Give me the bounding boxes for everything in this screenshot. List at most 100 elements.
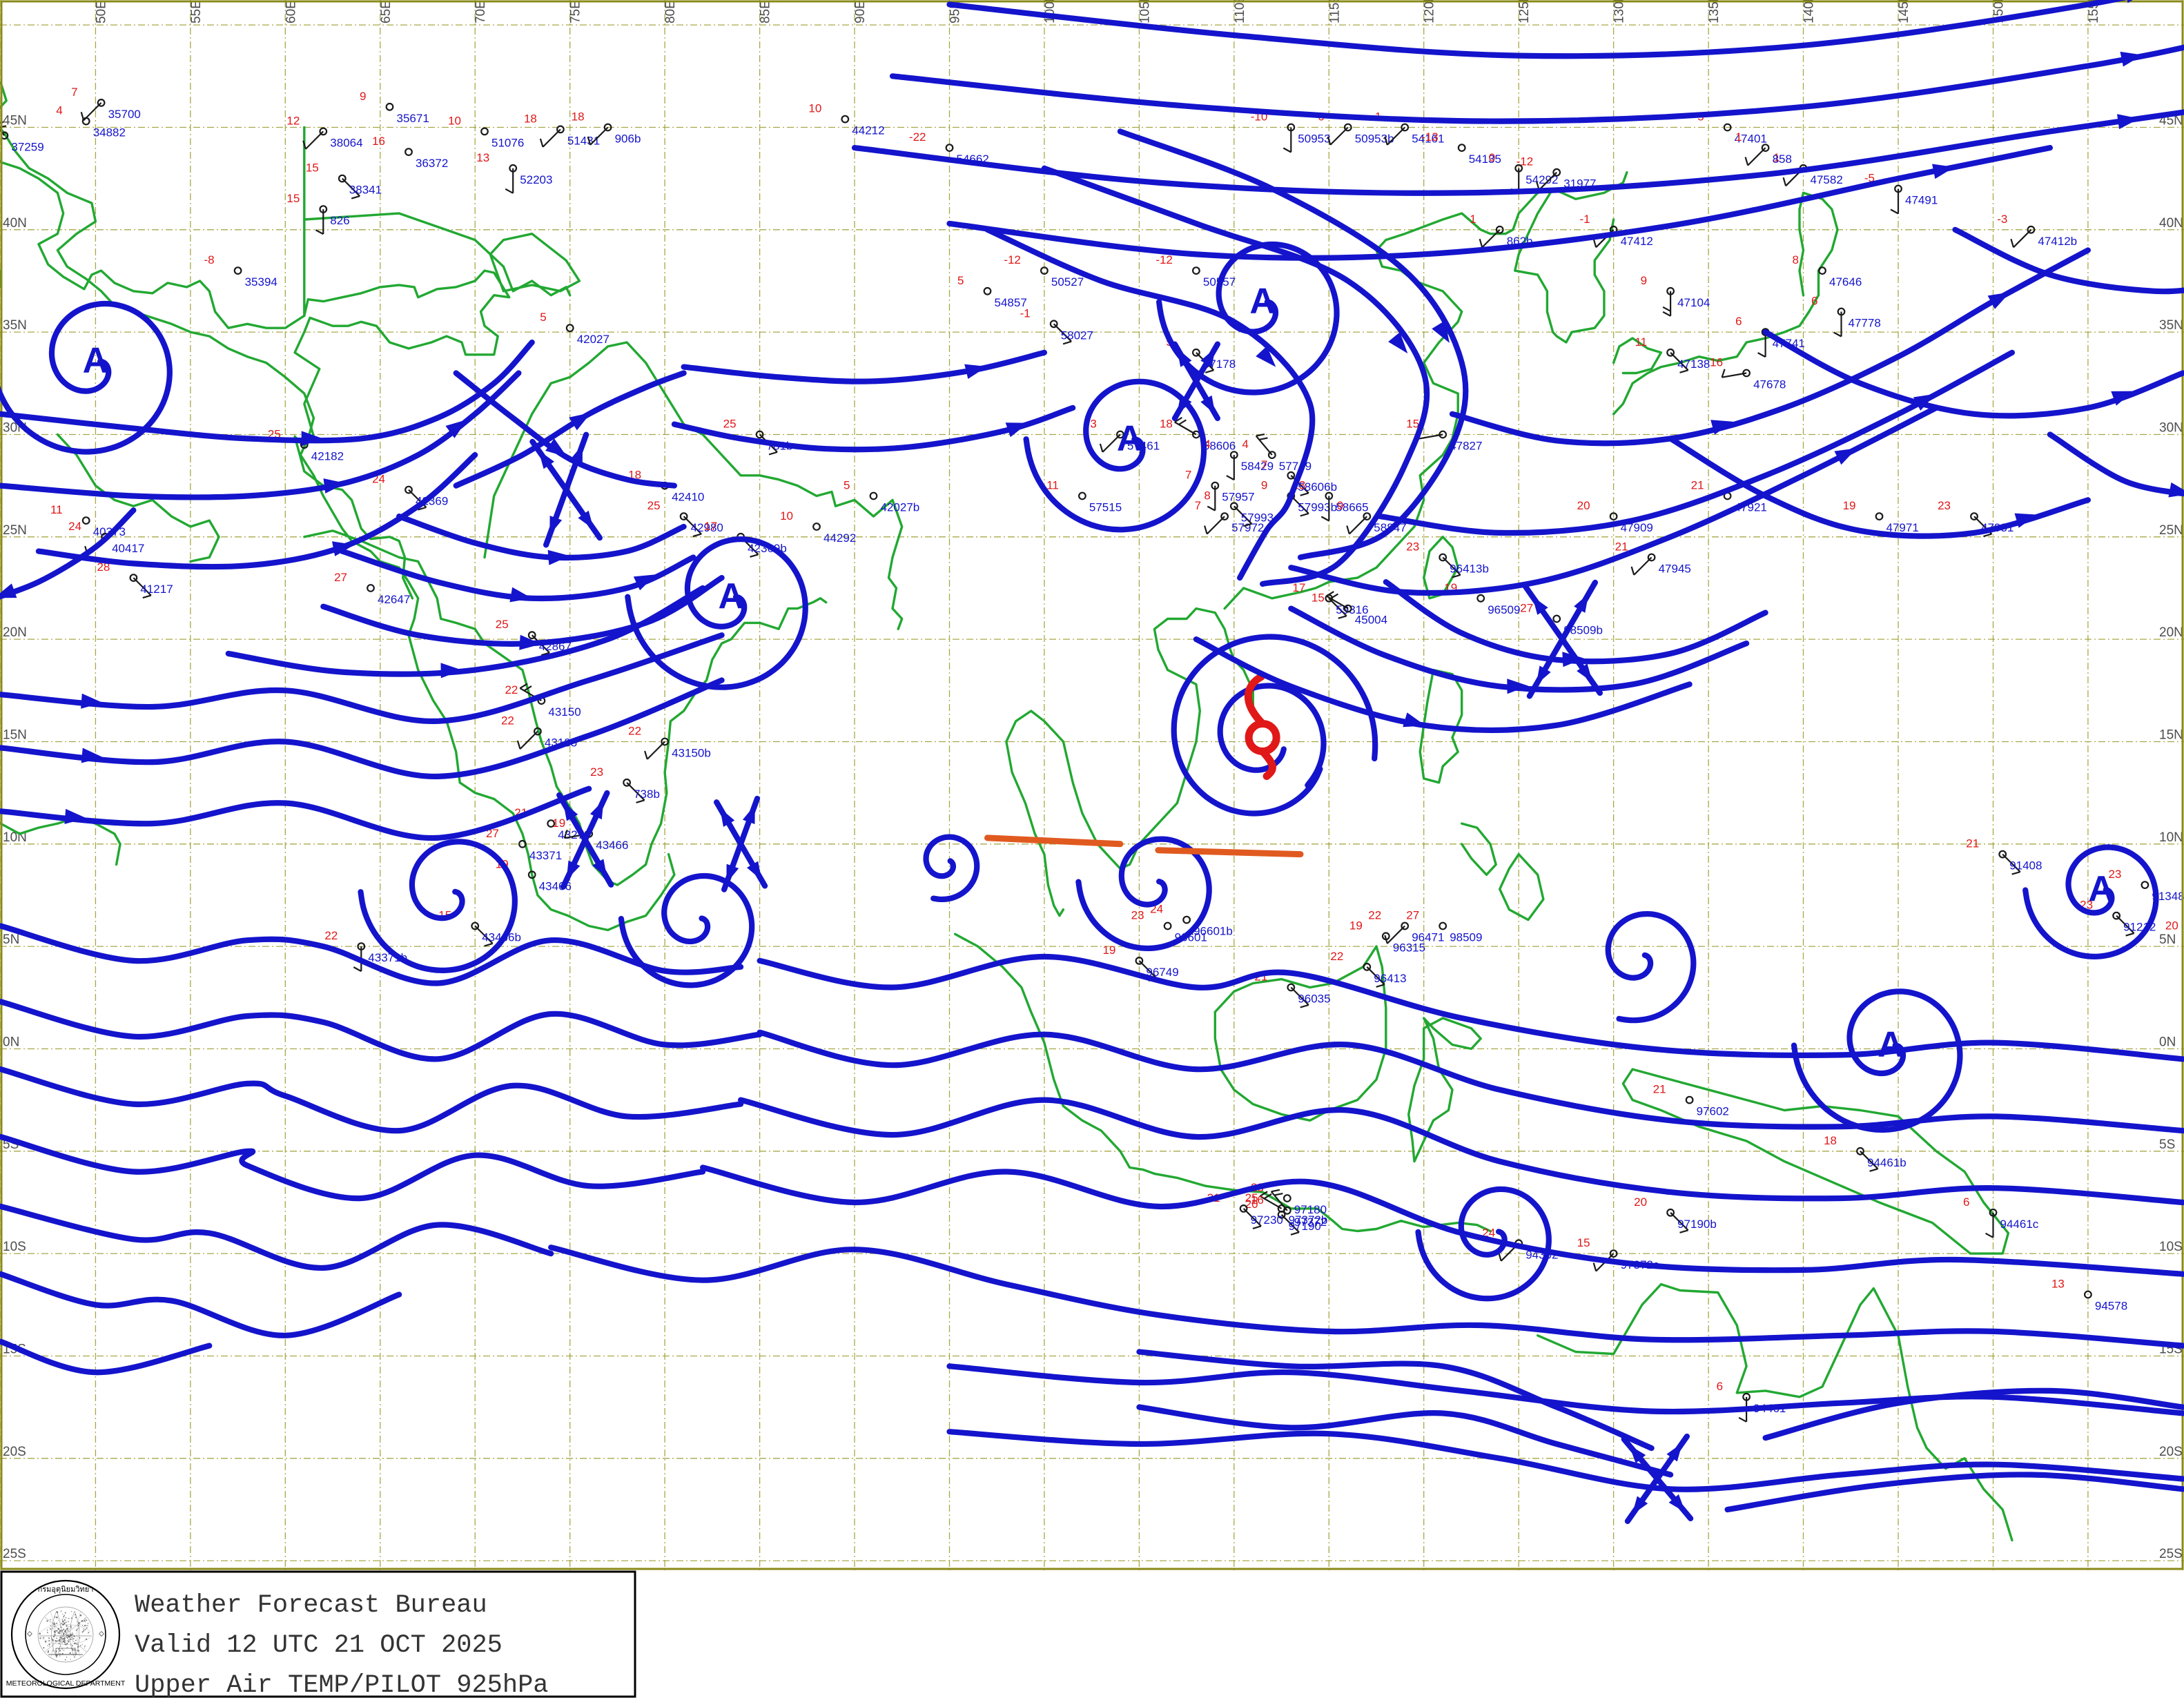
svg-text:42410: 42410 bbox=[672, 491, 704, 504]
svg-text:35N: 35N bbox=[2159, 318, 2183, 333]
svg-text:94461c: 94461c bbox=[2000, 1218, 2039, 1231]
svg-text:20N: 20N bbox=[3, 625, 27, 640]
svg-text:19: 19 bbox=[552, 817, 565, 830]
svg-text:-12: -12 bbox=[1004, 253, 1021, 266]
svg-text:5N: 5N bbox=[3, 933, 19, 947]
svg-text:100E: 100E bbox=[1043, 0, 1057, 23]
svg-text:0N: 0N bbox=[2159, 1035, 2176, 1050]
svg-text:40N: 40N bbox=[2159, 216, 2183, 231]
svg-text:-22: -22 bbox=[909, 130, 926, 144]
svg-text:18: 18 bbox=[1160, 418, 1173, 431]
svg-text:94461b: 94461b bbox=[1867, 1156, 1907, 1169]
svg-text:กรมอุตุนิยมวิทยา: กรมอุตุนิยมวิทยา bbox=[38, 1585, 94, 1594]
svg-text:22: 22 bbox=[501, 714, 514, 728]
svg-text:38064: 38064 bbox=[330, 136, 362, 149]
svg-text:35394: 35394 bbox=[245, 275, 277, 289]
svg-text:20S: 20S bbox=[2159, 1445, 2183, 1459]
svg-text:25S: 25S bbox=[2159, 1547, 2183, 1561]
svg-text:16: 16 bbox=[1251, 1193, 1264, 1207]
svg-text:47646: 47646 bbox=[1829, 275, 1862, 289]
svg-text:125E: 125E bbox=[1517, 0, 1532, 23]
svg-text:22: 22 bbox=[324, 929, 338, 942]
svg-text:36372: 36372 bbox=[416, 157, 448, 170]
svg-text:97230: 97230 bbox=[1251, 1213, 1283, 1227]
svg-text:25: 25 bbox=[723, 418, 737, 431]
svg-text:5N: 5N bbox=[2159, 933, 2176, 947]
svg-text:42182: 42182 bbox=[311, 449, 344, 462]
svg-text:4: 4 bbox=[56, 104, 62, 117]
svg-text:51076: 51076 bbox=[491, 136, 524, 149]
svg-text:10: 10 bbox=[448, 114, 461, 127]
svg-text:47412: 47412 bbox=[1621, 235, 1653, 248]
svg-text:47678: 47678 bbox=[1753, 378, 1786, 391]
svg-text:-8: -8 bbox=[204, 253, 214, 266]
svg-text:96315: 96315 bbox=[1393, 941, 1425, 954]
svg-text:130E: 130E bbox=[1612, 0, 1627, 23]
svg-text:A: A bbox=[1878, 1025, 1904, 1065]
svg-text:5: 5 bbox=[957, 274, 964, 287]
svg-text:27: 27 bbox=[334, 571, 347, 584]
svg-text:3: 3 bbox=[1090, 418, 1096, 431]
svg-text:54135: 54135 bbox=[1469, 153, 1501, 166]
svg-text:17: 17 bbox=[1292, 581, 1305, 594]
svg-text:Weather Forecast Bureau: Weather Forecast Bureau bbox=[135, 1591, 487, 1620]
svg-text:Valid 12 UTC 21 OCT 2025: Valid 12 UTC 21 OCT 2025 bbox=[135, 1631, 503, 1660]
svg-text:23: 23 bbox=[1406, 540, 1419, 554]
svg-text:22: 22 bbox=[1330, 950, 1343, 963]
svg-text:40417: 40417 bbox=[112, 542, 144, 555]
svg-text:50527: 50527 bbox=[1051, 275, 1084, 289]
svg-text:18: 18 bbox=[524, 112, 537, 125]
svg-text:15: 15 bbox=[1577, 1236, 1590, 1249]
svg-text:8: 8 bbox=[1793, 253, 1799, 266]
svg-text:20: 20 bbox=[1634, 1196, 1647, 1209]
svg-text:1: 1 bbox=[1470, 213, 1476, 226]
svg-text:7: 7 bbox=[1185, 469, 1191, 482]
svg-text:0: 0 bbox=[1489, 151, 1495, 164]
svg-text:57957: 57957 bbox=[1222, 491, 1254, 504]
svg-text:45004: 45004 bbox=[1355, 614, 1387, 627]
svg-text:43371: 43371 bbox=[529, 849, 562, 862]
svg-text:6: 6 bbox=[1735, 315, 1742, 328]
svg-text:22: 22 bbox=[1368, 909, 1381, 922]
svg-text:70E: 70E bbox=[474, 0, 488, 23]
svg-text:21: 21 bbox=[1691, 479, 1704, 492]
svg-text:1: 1 bbox=[1735, 130, 1742, 144]
svg-text:16: 16 bbox=[372, 135, 385, 148]
svg-text:10S: 10S bbox=[2159, 1240, 2183, 1254]
svg-text:44292: 44292 bbox=[823, 531, 856, 545]
svg-text:47412b: 47412b bbox=[2038, 235, 2077, 248]
svg-text:22: 22 bbox=[505, 683, 518, 696]
svg-text:50E: 50E bbox=[94, 0, 108, 23]
svg-text:15: 15 bbox=[306, 162, 319, 175]
svg-text:35700: 35700 bbox=[108, 108, 141, 121]
svg-text:17: 17 bbox=[704, 520, 717, 533]
svg-text:25: 25 bbox=[647, 499, 661, 512]
svg-text:47104: 47104 bbox=[1677, 296, 1710, 309]
svg-text:21: 21 bbox=[1966, 837, 1979, 850]
svg-text:35N: 35N bbox=[3, 318, 27, 333]
svg-text:10: 10 bbox=[780, 509, 793, 523]
svg-text:7: 7 bbox=[71, 86, 77, 99]
svg-text:115E: 115E bbox=[1327, 0, 1342, 23]
svg-text:15N: 15N bbox=[3, 728, 27, 743]
svg-text:21: 21 bbox=[1615, 540, 1628, 554]
svg-text:4: 4 bbox=[1242, 438, 1248, 451]
svg-text:-12: -12 bbox=[1517, 155, 1534, 168]
svg-text:43466: 43466 bbox=[596, 839, 628, 852]
svg-text:97190b: 97190b bbox=[1677, 1218, 1717, 1231]
svg-text:826: 826 bbox=[330, 214, 349, 227]
svg-text:19: 19 bbox=[1843, 499, 1856, 512]
svg-text:20S: 20S bbox=[3, 1445, 26, 1459]
svg-text:6: 6 bbox=[1963, 1196, 1969, 1209]
svg-text:97372: 97372 bbox=[1294, 1216, 1327, 1229]
svg-text:90E: 90E bbox=[853, 0, 868, 23]
svg-text:11: 11 bbox=[1635, 335, 1647, 349]
svg-text:8: 8 bbox=[1204, 489, 1210, 502]
svg-text:-1: -1 bbox=[1020, 306, 1031, 320]
svg-text:80E: 80E bbox=[663, 0, 678, 23]
svg-text:906b: 906b bbox=[615, 133, 641, 146]
svg-text:57993: 57993 bbox=[1241, 511, 1274, 524]
svg-text:15N: 15N bbox=[2159, 728, 2183, 743]
svg-text:25N: 25N bbox=[3, 523, 27, 538]
svg-text:27: 27 bbox=[1406, 909, 1419, 922]
